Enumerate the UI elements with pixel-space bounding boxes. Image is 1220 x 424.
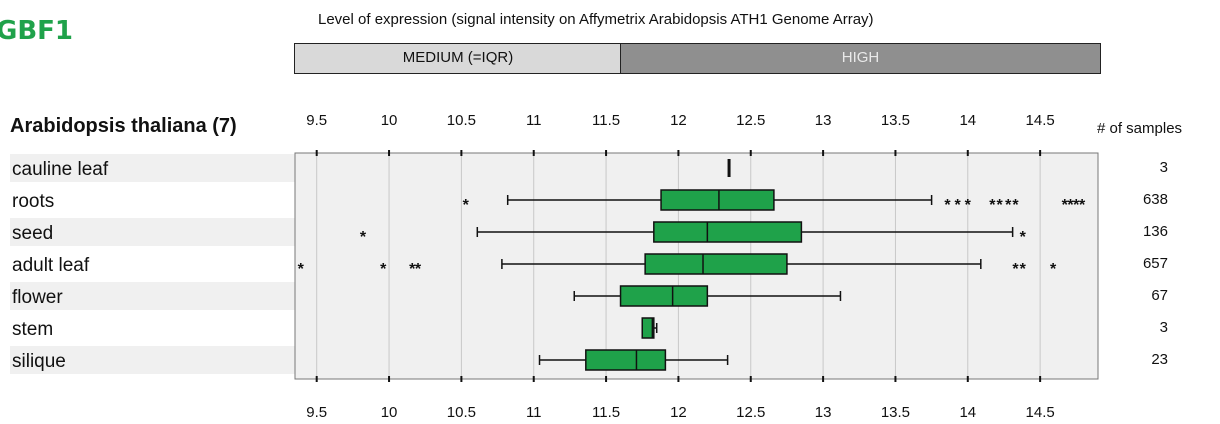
x-tick-label-bottom: 12.5 <box>736 404 765 421</box>
x-tick-label-bottom: 9.5 <box>306 404 327 421</box>
tissue-label: roots <box>12 191 54 212</box>
outlier-marker: * <box>298 261 305 278</box>
outlier-marker: * <box>955 197 962 214</box>
sample-count: 3 <box>1160 159 1168 176</box>
x-tick-label-top: 13 <box>815 112 832 129</box>
x-tick-label-top: 12 <box>670 112 687 129</box>
outlier-marker: * <box>463 197 470 214</box>
x-tick-label-top: 10.5 <box>447 112 476 129</box>
x-tick-label-top: 10 <box>381 112 398 129</box>
x-tick-label-bottom: 11.5 <box>592 404 620 421</box>
outlier-marker: * <box>380 261 387 278</box>
sample-count: 638 <box>1143 191 1168 208</box>
iqr-box <box>654 222 802 242</box>
x-tick-label-bottom: 13 <box>815 404 832 421</box>
iqr-box <box>661 190 774 210</box>
outlier-marker: * <box>1012 261 1019 278</box>
outlier-marker: * <box>989 197 996 214</box>
x-tick-label-top: 11.5 <box>592 112 620 129</box>
sample-count: 23 <box>1151 351 1168 368</box>
outlier-marker: * <box>944 197 951 214</box>
x-tick-label-top: 14.5 <box>1026 112 1055 129</box>
outlier-marker: * <box>360 229 367 246</box>
x-tick-label-bottom: 14.5 <box>1026 404 1055 421</box>
outlier-marker: * <box>1012 197 1019 214</box>
outlier-marker: * <box>1050 261 1057 278</box>
sample-count: 657 <box>1143 255 1168 272</box>
x-tick-label-top: 12.5 <box>736 112 765 129</box>
iqr-box <box>621 286 708 306</box>
tissue-label: cauline leaf <box>12 159 109 180</box>
sample-count: 136 <box>1143 223 1168 240</box>
x-tick-label-top: 14 <box>959 112 976 129</box>
x-tick-label-bottom: 10.5 <box>447 404 476 421</box>
outlier-marker: * <box>1079 197 1086 214</box>
x-tick-label-bottom: 12 <box>670 404 687 421</box>
x-tick-label-bottom: 10 <box>381 404 398 421</box>
outlier-marker: * <box>415 261 422 278</box>
x-tick-label-top: 9.5 <box>306 112 327 129</box>
outlier-marker: * <box>996 197 1003 214</box>
tissue-label: seed <box>12 223 53 244</box>
tissue-label: silique <box>12 351 66 372</box>
outlier-marker: * <box>965 197 972 214</box>
outlier-marker: * <box>1005 197 1012 214</box>
x-tick-label-bottom: 14 <box>959 404 976 421</box>
tissue-label: adult leaf <box>12 255 90 276</box>
outlier-marker: * <box>1020 261 1027 278</box>
x-tick-label-bottom: 11 <box>526 404 542 421</box>
tissue-label: flower <box>12 287 63 308</box>
outlier-marker: * <box>1020 229 1027 246</box>
iqr-box <box>645 254 787 274</box>
x-tick-label-top: 13.5 <box>881 112 910 129</box>
iqr-box <box>586 350 666 370</box>
sample-count: 67 <box>1151 287 1168 304</box>
x-tick-label-bottom: 13.5 <box>881 404 910 421</box>
tissue-label: stem <box>12 319 53 340</box>
sample-count: 3 <box>1160 319 1168 336</box>
x-tick-label-top: 11 <box>526 112 542 129</box>
